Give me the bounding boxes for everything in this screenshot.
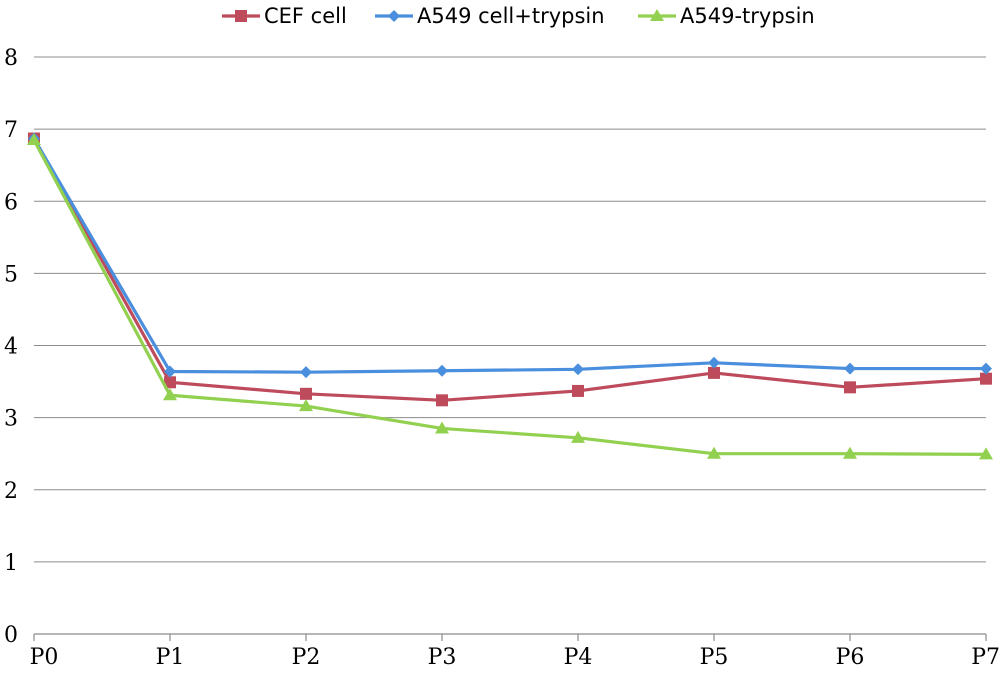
data-point-a549-cell-trypsin (844, 362, 856, 375)
data-point-a549-cell-trypsin (164, 365, 176, 378)
data-point-a549-trypsin (979, 447, 993, 460)
y-tick-label: 5 (4, 262, 18, 287)
y-tick-label: 0 (4, 623, 18, 648)
data-point-cef-cell (436, 394, 448, 407)
data-point-cef-cell (980, 372, 992, 385)
legend-label: CEF cell (264, 4, 347, 28)
data-point-cef-cell (708, 366, 720, 379)
data-point-a549-trypsin (163, 388, 177, 401)
series-lines (27, 132, 993, 460)
y-tick-label: 2 (4, 479, 18, 504)
data-point-a549-cell-trypsin (708, 356, 720, 369)
series-line-cef-cell (32, 137, 987, 402)
legend-item-a549-trypsin: A549-trypsin (638, 4, 815, 28)
x-tick-label: P6 (836, 645, 865, 670)
legend-marker (650, 9, 664, 21)
y-tick-label: 1 (4, 551, 18, 576)
x-tick-label: P5 (700, 645, 729, 670)
y-tick-label: 7 (4, 118, 18, 143)
series-a549-cell-trypsin (28, 132, 992, 379)
legend-item-cef-cell: CEF cell (222, 4, 347, 28)
y-tick-label: 8 (4, 46, 18, 71)
series-line-a549-cell-trypsin (32, 137, 986, 374)
x-tick-label: P0 (30, 645, 59, 670)
data-point-a549-trypsin (843, 446, 857, 459)
data-point-cef-cell (844, 381, 856, 394)
y-tick-label: 6 (4, 190, 18, 215)
y-tick-labels: 0 1 2 3 4 5 6 7 8 (4, 46, 18, 648)
gridlines (34, 56, 986, 563)
x-tick-label: P1 (156, 645, 185, 670)
data-point-cef-cell (164, 376, 176, 389)
legend: CEF cell A549 cell+trypsin A549-trypsin (222, 4, 815, 28)
series-line-a549-trypsin (32, 139, 987, 457)
data-point-a549-cell-trypsin (572, 363, 584, 376)
legend-label: A549 cell+trypsin (417, 4, 605, 28)
data-point-cef-cell (300, 387, 312, 400)
legend-item-a549-cell-trypsin: A549 cell+trypsin (375, 4, 605, 28)
data-point-a549-cell-trypsin (300, 366, 312, 379)
data-point-a549-trypsin (299, 399, 313, 412)
x-tick-label: P7 (971, 645, 1000, 670)
data-point-cef-cell (572, 384, 584, 397)
data-point-a549-cell-trypsin (980, 362, 992, 375)
series-cef-cell (28, 132, 992, 407)
x-tick-labels: P0 P1 P2 P3 P4 P5 P6 P7 (30, 645, 1000, 670)
y-tick-label: 3 (4, 407, 18, 432)
data-point-a549-trypsin (571, 430, 585, 443)
data-point-a549-trypsin (707, 446, 721, 459)
x-tick-label: P3 (428, 645, 457, 670)
axes (33, 633, 987, 641)
legend-marker (388, 10, 400, 22)
x-tick-label: P4 (564, 645, 593, 670)
series-a549-trypsin (27, 132, 993, 460)
x-tick-label: P2 (292, 645, 321, 670)
data-point-a549-trypsin (435, 421, 449, 434)
data-point-a549-cell-trypsin (436, 364, 448, 377)
legend-label: A549-trypsin (680, 4, 815, 28)
legend-marker (235, 10, 247, 22)
data-point-a549-trypsin (27, 132, 41, 145)
y-tick-label: 4 (4, 335, 18, 360)
